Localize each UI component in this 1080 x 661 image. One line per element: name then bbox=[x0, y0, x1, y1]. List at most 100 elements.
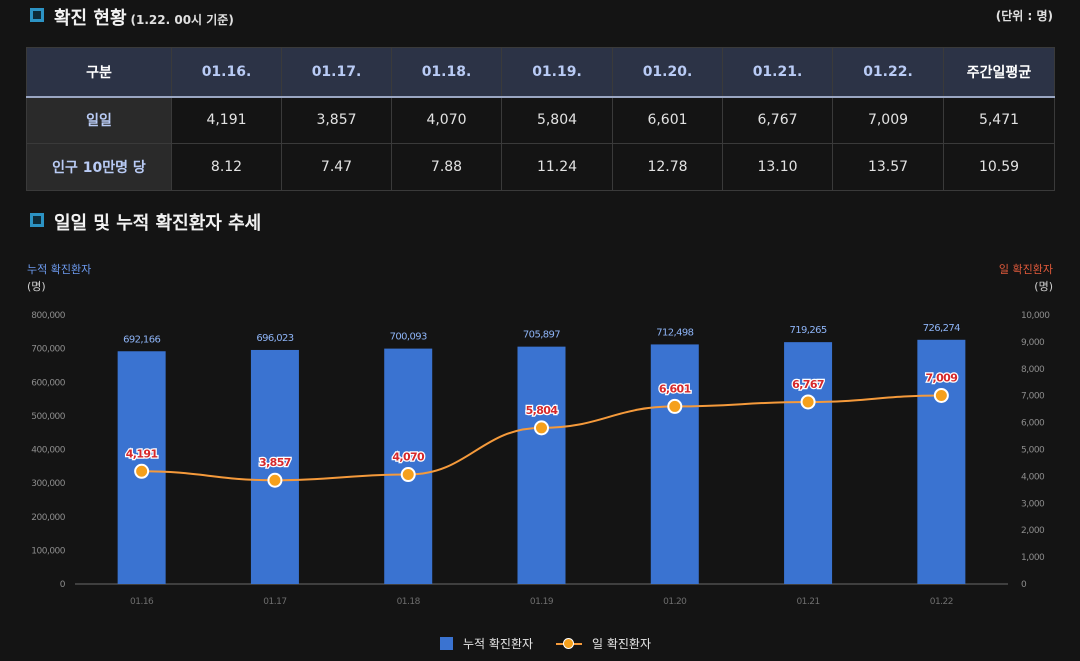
table-cell: 7,009 bbox=[832, 96, 944, 144]
bar-value-label: 692,166 bbox=[123, 334, 160, 345]
square-bullet-icon bbox=[30, 8, 44, 22]
line-point-daily bbox=[667, 398, 683, 414]
right-axis-unit: (명) bbox=[1034, 280, 1053, 293]
table-header: 01.22. bbox=[832, 47, 944, 98]
table-header: 구분 bbox=[26, 47, 172, 98]
right-axis-tick-label: 5,000 bbox=[1021, 446, 1045, 456]
line-point-daily bbox=[400, 467, 416, 483]
table-cell: 5,471 bbox=[943, 96, 1055, 144]
chart-legend: 누적 확진환자 일 확진환자 bbox=[0, 635, 1080, 653]
bar-value-label: 696,023 bbox=[256, 333, 293, 344]
x-axis-tick-label: 01.20 bbox=[663, 597, 687, 607]
table-cell: 4,191 bbox=[171, 96, 282, 144]
table-cell: 10.59 bbox=[943, 143, 1055, 191]
section-title-trend: 일일 및 누적 확진환자 추세 bbox=[54, 213, 262, 234]
bar-value-label: 712,498 bbox=[656, 327, 693, 338]
bar-cumulative bbox=[384, 348, 433, 584]
x-axis-tick-label: 01.18 bbox=[397, 597, 421, 607]
table-cell: 7.88 bbox=[391, 143, 502, 191]
table-header-row: 구분 01.16. 01.17. 01.18. 01.19. 01.20. 01… bbox=[26, 47, 1055, 98]
line-point-daily bbox=[134, 463, 150, 479]
table-cell: 4,070 bbox=[391, 96, 502, 144]
legend-label: 누적 확진환자 bbox=[463, 637, 534, 651]
section-title-status: 확진 현황 (1.22. 00시 기준) bbox=[54, 4, 234, 30]
status-subtitle: (1.22. 00시 기준) bbox=[130, 13, 234, 27]
bar-cumulative bbox=[784, 342, 833, 584]
row-label-per-100k: 인구 10만명 당 bbox=[26, 143, 172, 191]
line-point-daily bbox=[800, 394, 816, 410]
line-value-label: 4,070 bbox=[392, 451, 425, 464]
table-header: 01.19. bbox=[501, 47, 613, 98]
right-axis-tick-label: 0 bbox=[1021, 580, 1027, 590]
line-value-label: 4,191 bbox=[126, 447, 158, 460]
left-axis-tick-label: 500,000 bbox=[31, 412, 65, 422]
table-cell: 8.12 bbox=[171, 143, 282, 191]
right-axis-title: 일 확진환자 bbox=[998, 263, 1053, 276]
x-axis-tick-label: 01.17 bbox=[263, 597, 286, 607]
status-title: 확진 현황 bbox=[54, 8, 127, 29]
x-axis-tick-label: 01.16 bbox=[130, 597, 154, 607]
legend-item-cumulative: 누적 확진환자 bbox=[440, 635, 533, 652]
x-axis-tick-label: 01.22 bbox=[930, 597, 953, 607]
left-axis-tick-label: 600,000 bbox=[31, 378, 65, 388]
trend-chart: 0 100,000 200,000 300,000 400,000 500,000 600,… bbox=[31, 311, 1050, 607]
line-point-daily bbox=[534, 420, 549, 436]
right-axis-tick-label: 9,000 bbox=[1021, 338, 1045, 348]
right-axis-tick-label: 2,000 bbox=[1021, 526, 1045, 536]
bar-value-label: 726,274 bbox=[923, 323, 960, 334]
legend-label: 일 확진환자 bbox=[592, 637, 652, 651]
table-header: 01.16. bbox=[171, 47, 282, 98]
bar-cumulative bbox=[250, 349, 299, 584]
right-axis-tick-label: 8,000 bbox=[1021, 365, 1045, 375]
right-axis-tick-label: 1,000 bbox=[1021, 553, 1045, 563]
legend-line-swatch bbox=[556, 637, 582, 651]
bar-value-label: 705,897 bbox=[523, 330, 560, 341]
table-cell: 6,767 bbox=[722, 96, 833, 144]
bar-value-label: 719,265 bbox=[789, 325, 826, 336]
table-header: 01.21. bbox=[722, 47, 833, 98]
table-row: 일일 4,191 3,857 4,070 5,804 6,601 6,767 7… bbox=[26, 96, 1055, 144]
table-header: 01.18. bbox=[391, 47, 502, 98]
table-cell: 11.24 bbox=[501, 143, 613, 191]
status-table: 구분 01.16. 01.17. 01.18. 01.19. 01.20. 01… bbox=[26, 47, 1055, 191]
left-axis-title: 누적 확진환자 bbox=[27, 263, 92, 276]
right-axis-tick-label: 3,000 bbox=[1021, 499, 1045, 509]
bar-cumulative bbox=[650, 344, 699, 584]
left-axis-tick-label: 800,000 bbox=[31, 311, 65, 321]
left-axis-tick-label: 300,000 bbox=[31, 479, 65, 489]
right-axis-tick-label: 4,000 bbox=[1021, 472, 1045, 482]
table-cell: 6,601 bbox=[612, 96, 723, 144]
bar-value-label: 700,093 bbox=[390, 332, 427, 343]
unit-label: (단위 : 명) bbox=[995, 9, 1053, 23]
right-axis-tick-label: 7,000 bbox=[1021, 392, 1045, 402]
table-cell: 7.47 bbox=[281, 143, 392, 191]
line-point-daily bbox=[267, 472, 283, 488]
table-header: 01.17. bbox=[281, 47, 392, 98]
table-cell: 13.57 bbox=[832, 143, 944, 191]
line-value-label: 3,857 bbox=[259, 456, 291, 469]
table-row: 인구 10만명 당 8.12 7.47 7.88 11.24 12.78 13.… bbox=[26, 143, 1055, 191]
right-axis-tick-label: 6,000 bbox=[1021, 419, 1045, 429]
bar-cumulative bbox=[517, 346, 566, 584]
line-value-label: 7,009 bbox=[925, 371, 957, 384]
left-axis-tick-label: 100,000 bbox=[31, 546, 65, 556]
left-axis-tick-label: 700,000 bbox=[31, 345, 65, 355]
table-cell: 5,804 bbox=[501, 96, 613, 144]
right-axis-tick-label: 10,000 bbox=[1021, 311, 1050, 321]
square-bullet-icon bbox=[30, 213, 44, 227]
table-cell: 13.10 bbox=[722, 143, 833, 191]
x-axis-tick-label: 01.19 bbox=[530, 597, 554, 607]
left-axis-tick-label: 0 bbox=[60, 580, 66, 590]
legend-bar-swatch bbox=[440, 637, 453, 650]
row-label-daily: 일일 bbox=[26, 96, 172, 144]
table-header: 01.20. bbox=[612, 47, 723, 98]
x-axis-tick-label: 01.21 bbox=[796, 597, 819, 607]
left-axis-tick-label: 400,000 bbox=[31, 446, 65, 456]
line-value-label: 5,804 bbox=[526, 404, 559, 417]
left-axis-unit: (명) bbox=[27, 280, 46, 293]
bar-cumulative bbox=[917, 339, 966, 584]
line-point-daily bbox=[933, 387, 949, 403]
line-value-label: 6,601 bbox=[659, 382, 691, 395]
table-header: 주간일평균 bbox=[943, 47, 1055, 98]
left-axis-tick-label: 200,000 bbox=[31, 513, 65, 523]
